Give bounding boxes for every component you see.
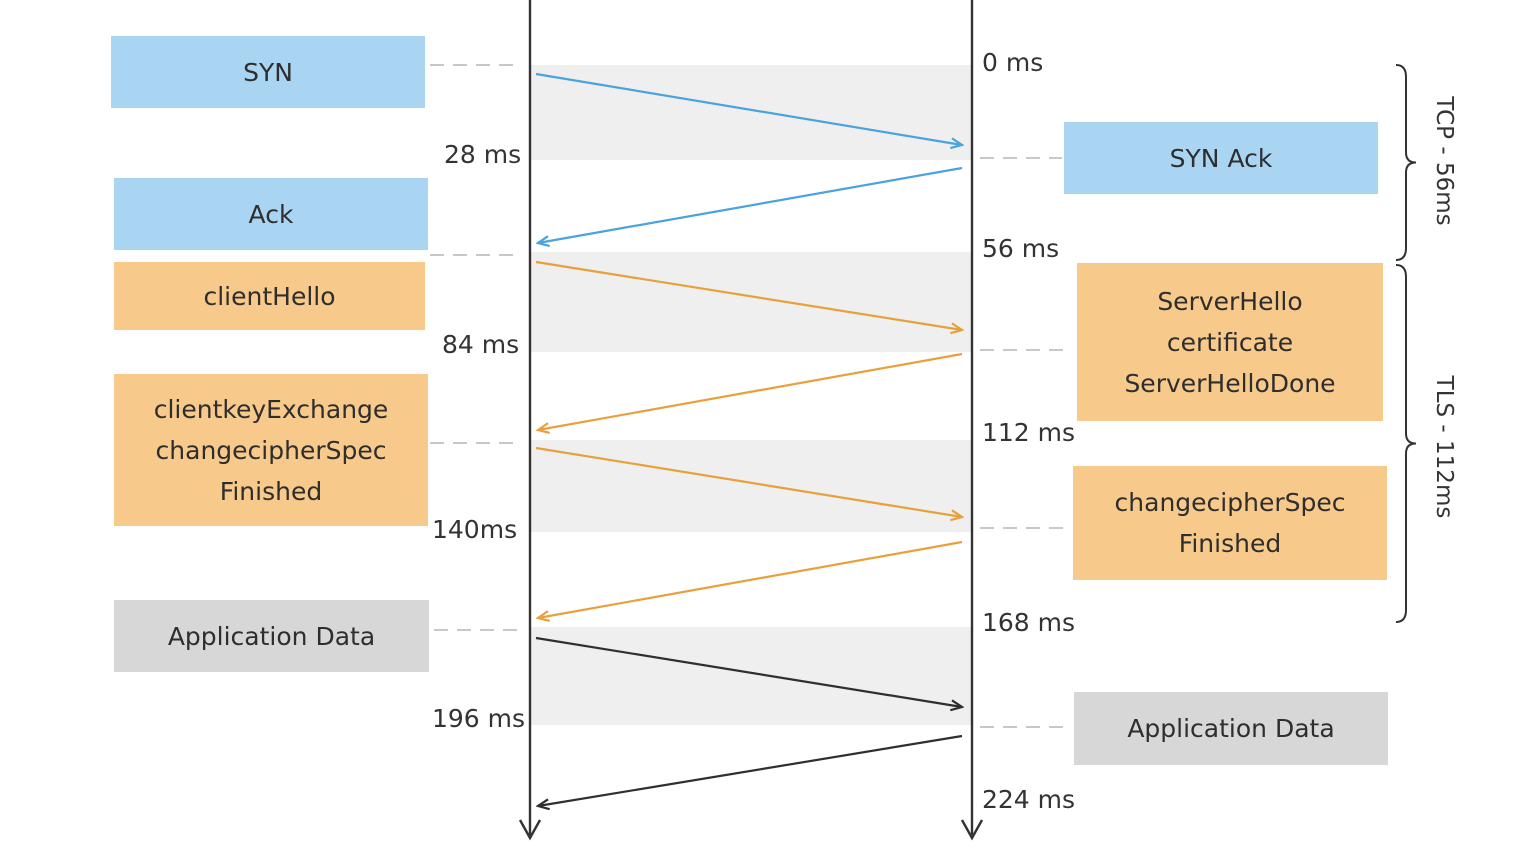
phase-label-tls: TLS - 112ms bbox=[1431, 375, 1457, 519]
server-time-label: 224 ms bbox=[982, 785, 1076, 814]
client-message-ack: Ack bbox=[114, 178, 428, 250]
server-message-serverhello: ServerHello certificate ServerHelloDone bbox=[1077, 263, 1383, 421]
server-message-application-data: Application Data bbox=[1074, 692, 1388, 765]
server-time-label: 0 ms bbox=[982, 48, 1044, 77]
message-line: Finished bbox=[1178, 529, 1282, 558]
message-line: changecipherSpec bbox=[155, 435, 387, 465]
client-time-label: 140ms bbox=[432, 515, 518, 544]
client-timeline-arrowhead bbox=[518, 819, 542, 841]
message-arrow bbox=[538, 352, 963, 430]
message-line: Application Data bbox=[1127, 714, 1335, 743]
tls-phase-brace bbox=[1395, 264, 1417, 623]
time-band bbox=[530, 440, 972, 532]
message-line: SYN Ack bbox=[1169, 143, 1273, 173]
message-line: changecipherSpec bbox=[1114, 488, 1346, 517]
message-line: ServerHelloDone bbox=[1124, 368, 1336, 398]
server-time-label: 56 ms bbox=[982, 234, 1060, 263]
message-arrow bbox=[538, 540, 963, 618]
client-message-key-exchange: clientkeyExchange changecipherSpec Finis… bbox=[114, 374, 428, 526]
time-band bbox=[530, 627, 972, 725]
server-message-changecipherspec: changecipherSpec Finished bbox=[1073, 466, 1387, 580]
message-arrow bbox=[535, 260, 962, 330]
client-message-clienthello: clientHello bbox=[114, 262, 425, 330]
message-arrow bbox=[538, 734, 963, 806]
message-line: clientHello bbox=[203, 281, 336, 311]
client-time-label: 28 ms bbox=[444, 140, 522, 169]
message-arrow bbox=[538, 166, 963, 243]
message-line: ServerHello bbox=[1157, 286, 1303, 316]
message-line: certificate bbox=[1166, 327, 1294, 357]
server-time-label: 168 ms bbox=[982, 608, 1076, 637]
client-time-label: 196 ms bbox=[432, 704, 526, 733]
message-line: Finished bbox=[219, 476, 323, 506]
tcp-phase-brace bbox=[1395, 64, 1417, 261]
server-timeline-arrowhead bbox=[960, 819, 984, 841]
message-arrow bbox=[535, 446, 962, 517]
message-line: Ack bbox=[248, 199, 294, 229]
message-line: SYN bbox=[243, 57, 293, 87]
server-time-label: 112 ms bbox=[982, 418, 1076, 447]
message-arrow bbox=[535, 636, 962, 707]
message-line: clientkeyExchange bbox=[153, 394, 389, 424]
server-message-syn-ack: SYN Ack bbox=[1064, 122, 1378, 194]
time-band bbox=[530, 252, 972, 352]
message-line: Application Data bbox=[167, 621, 376, 651]
phase-label-tcp: TCP - 56ms bbox=[1431, 96, 1457, 226]
time-band bbox=[530, 65, 972, 160]
message-arrow bbox=[535, 72, 962, 145]
client-message-syn: SYN bbox=[111, 36, 425, 108]
client-message-application-data: Application Data bbox=[114, 600, 429, 672]
client-time-label: 84 ms bbox=[442, 330, 520, 359]
